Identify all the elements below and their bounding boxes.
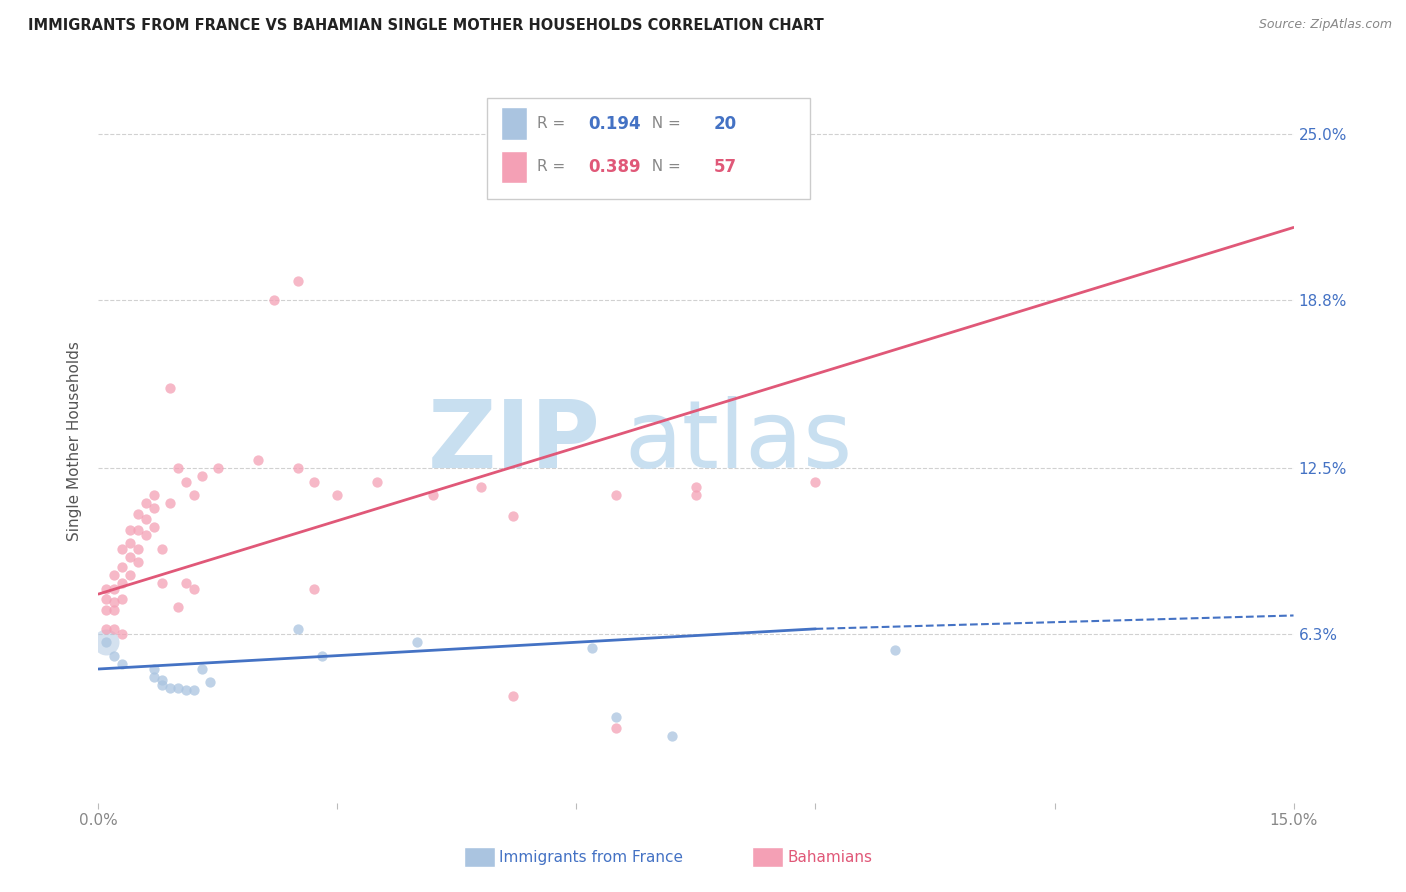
Point xyxy=(246,453,269,467)
Point xyxy=(143,501,166,516)
Point xyxy=(174,576,197,591)
Point xyxy=(302,582,325,596)
Point xyxy=(120,523,142,537)
Point xyxy=(198,675,221,690)
Point xyxy=(287,461,309,475)
Point xyxy=(287,274,309,288)
Point xyxy=(605,721,627,735)
Point xyxy=(127,555,149,569)
Text: Immigrants from France: Immigrants from France xyxy=(499,850,683,864)
Point xyxy=(96,592,118,607)
Point xyxy=(96,635,118,649)
Point xyxy=(661,729,683,743)
Point xyxy=(111,541,134,556)
Point xyxy=(167,461,190,475)
Point xyxy=(159,496,181,510)
Point xyxy=(127,523,149,537)
Text: R =: R = xyxy=(537,116,571,131)
Text: 0.194: 0.194 xyxy=(589,115,641,133)
Point xyxy=(167,681,190,695)
Point xyxy=(366,475,388,489)
Point xyxy=(326,488,349,502)
Point xyxy=(685,488,707,502)
FancyBboxPatch shape xyxy=(501,151,527,183)
Point xyxy=(150,678,173,692)
Point xyxy=(96,603,118,617)
Point xyxy=(103,648,125,663)
Point xyxy=(470,480,492,494)
Text: 57: 57 xyxy=(714,158,737,176)
FancyBboxPatch shape xyxy=(486,98,810,200)
Text: atlas: atlas xyxy=(624,395,852,488)
Point xyxy=(111,560,134,574)
Point xyxy=(111,576,134,591)
Text: Bahamians: Bahamians xyxy=(787,850,872,864)
Point xyxy=(174,683,197,698)
Point xyxy=(685,480,707,494)
Point xyxy=(804,475,827,489)
Point xyxy=(103,622,125,636)
Text: IMMIGRANTS FROM FRANCE VS BAHAMIAN SINGLE MOTHER HOUSEHOLDS CORRELATION CHART: IMMIGRANTS FROM FRANCE VS BAHAMIAN SINGL… xyxy=(28,18,824,33)
Point xyxy=(135,512,157,526)
Point xyxy=(884,643,907,657)
Point xyxy=(111,627,134,641)
Point xyxy=(183,683,205,698)
Point xyxy=(311,648,333,663)
Point xyxy=(159,381,181,395)
Point xyxy=(150,673,173,687)
Point xyxy=(120,549,142,564)
Text: N =: N = xyxy=(643,160,686,175)
Point xyxy=(96,582,118,596)
Point xyxy=(287,622,309,636)
Point xyxy=(135,496,157,510)
Point xyxy=(183,582,205,596)
Point xyxy=(167,600,190,615)
Point xyxy=(103,595,125,609)
Text: R =: R = xyxy=(537,160,571,175)
Point xyxy=(103,568,125,582)
Point xyxy=(191,469,214,483)
Point xyxy=(96,635,118,649)
Point xyxy=(120,536,142,550)
Text: Source: ZipAtlas.com: Source: ZipAtlas.com xyxy=(1258,18,1392,31)
Point xyxy=(159,681,181,695)
Text: N =: N = xyxy=(643,116,686,131)
Point xyxy=(143,662,166,676)
Point xyxy=(174,475,197,489)
Point xyxy=(103,582,125,596)
Point xyxy=(502,509,524,524)
Point xyxy=(581,640,603,655)
Point xyxy=(191,662,214,676)
Point xyxy=(103,603,125,617)
Point xyxy=(143,670,166,684)
Point xyxy=(120,568,142,582)
Point xyxy=(127,541,149,556)
Point xyxy=(502,689,524,703)
Y-axis label: Single Mother Households: Single Mother Households xyxy=(67,342,83,541)
Point xyxy=(605,710,627,724)
Point xyxy=(111,657,134,671)
Point xyxy=(183,488,205,502)
Point xyxy=(143,488,166,502)
Point xyxy=(263,293,285,307)
Point xyxy=(605,488,627,502)
Point xyxy=(96,622,118,636)
Text: 20: 20 xyxy=(714,115,737,133)
Point xyxy=(143,520,166,534)
Point xyxy=(127,507,149,521)
Point xyxy=(207,461,229,475)
Point xyxy=(150,541,173,556)
Point xyxy=(406,635,429,649)
Point xyxy=(302,475,325,489)
Text: ZIP: ZIP xyxy=(427,395,600,488)
Point xyxy=(111,592,134,607)
Text: 0.389: 0.389 xyxy=(589,158,641,176)
FancyBboxPatch shape xyxy=(501,107,527,140)
Point xyxy=(135,528,157,542)
Point xyxy=(150,576,173,591)
Point xyxy=(422,488,444,502)
